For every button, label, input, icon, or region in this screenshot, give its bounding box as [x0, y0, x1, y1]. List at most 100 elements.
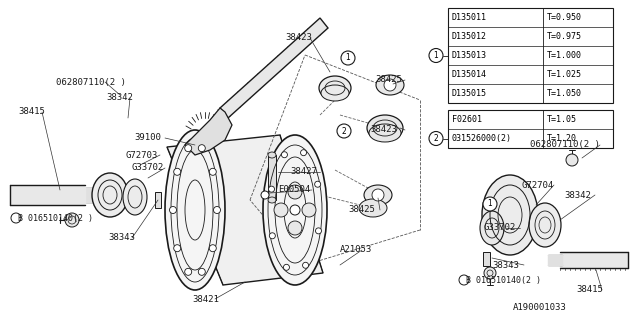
- Bar: [448, 110, 613, 148]
- Text: 39100: 39100: [134, 133, 161, 142]
- Text: D135012: D135012: [452, 32, 487, 41]
- Circle shape: [173, 168, 180, 175]
- Text: 38423: 38423: [370, 125, 397, 134]
- Circle shape: [198, 145, 205, 152]
- Circle shape: [301, 150, 307, 156]
- Circle shape: [269, 186, 275, 192]
- Circle shape: [261, 191, 269, 199]
- Text: T=1.000: T=1.000: [547, 51, 582, 60]
- Text: 38342: 38342: [106, 93, 133, 102]
- Text: D135015: D135015: [452, 89, 487, 98]
- Text: T=1.20: T=1.20: [547, 134, 577, 143]
- Bar: [268, 155, 276, 200]
- Circle shape: [65, 213, 79, 227]
- Ellipse shape: [268, 152, 276, 158]
- Circle shape: [303, 262, 308, 268]
- Ellipse shape: [376, 75, 404, 95]
- Text: 38343: 38343: [492, 260, 519, 269]
- Circle shape: [429, 49, 443, 62]
- Circle shape: [302, 203, 316, 217]
- Text: 38421: 38421: [192, 294, 219, 303]
- Circle shape: [269, 233, 275, 239]
- Text: 1: 1: [434, 51, 438, 60]
- Circle shape: [372, 189, 384, 201]
- Circle shape: [185, 268, 192, 275]
- Ellipse shape: [480, 211, 504, 245]
- Circle shape: [288, 221, 302, 235]
- Text: T=0.975: T=0.975: [547, 32, 582, 41]
- Circle shape: [209, 168, 216, 175]
- Text: D135011: D135011: [452, 13, 487, 22]
- Circle shape: [198, 268, 205, 275]
- Ellipse shape: [482, 175, 538, 255]
- Text: G33702: G33702: [131, 164, 163, 172]
- Circle shape: [209, 245, 216, 252]
- Text: B 016510140(2 ): B 016510140(2 ): [466, 276, 541, 284]
- Ellipse shape: [321, 85, 349, 101]
- Polygon shape: [220, 18, 328, 118]
- Text: A21053: A21053: [340, 245, 372, 254]
- Ellipse shape: [92, 173, 128, 217]
- Bar: [448, 8, 613, 103]
- Ellipse shape: [263, 135, 327, 285]
- Text: 38427: 38427: [290, 167, 317, 177]
- Circle shape: [288, 185, 302, 199]
- Circle shape: [315, 181, 321, 187]
- Text: 38425: 38425: [375, 76, 402, 84]
- Text: F02601: F02601: [452, 115, 482, 124]
- Circle shape: [274, 203, 288, 217]
- Text: B 016510140(2 ): B 016510140(2 ): [18, 213, 93, 222]
- Ellipse shape: [359, 199, 387, 217]
- Text: T=0.950: T=0.950: [547, 13, 582, 22]
- Text: G33702: G33702: [484, 223, 516, 233]
- Ellipse shape: [369, 124, 401, 142]
- Circle shape: [214, 206, 221, 213]
- Text: T=1.05: T=1.05: [547, 115, 577, 124]
- Bar: [155, 192, 161, 208]
- Circle shape: [284, 264, 289, 270]
- Circle shape: [282, 152, 287, 158]
- Text: D135014: D135014: [452, 70, 487, 79]
- Text: 1: 1: [346, 53, 350, 62]
- Text: A190001033: A190001033: [513, 302, 567, 311]
- Circle shape: [337, 124, 351, 138]
- Text: 1: 1: [488, 199, 492, 209]
- Circle shape: [483, 197, 497, 211]
- Ellipse shape: [367, 115, 403, 141]
- Circle shape: [484, 267, 496, 279]
- Text: 38415: 38415: [576, 285, 603, 294]
- Text: 2: 2: [434, 134, 438, 143]
- Text: 38423: 38423: [285, 34, 312, 43]
- Text: D135013: D135013: [452, 51, 487, 60]
- Ellipse shape: [123, 179, 147, 215]
- Circle shape: [173, 245, 180, 252]
- Circle shape: [566, 154, 578, 166]
- Circle shape: [185, 145, 192, 152]
- Text: 38425: 38425: [348, 205, 375, 214]
- Text: G72704: G72704: [522, 180, 554, 189]
- Text: 38343: 38343: [108, 234, 135, 243]
- Polygon shape: [185, 108, 232, 155]
- Text: 38415: 38415: [18, 108, 45, 116]
- Text: E00504: E00504: [278, 186, 310, 195]
- Text: 062807110(2 ): 062807110(2 ): [530, 140, 600, 149]
- Bar: [483, 252, 490, 266]
- Text: T=1.050: T=1.050: [547, 89, 582, 98]
- Ellipse shape: [364, 185, 392, 205]
- Circle shape: [384, 79, 396, 91]
- Ellipse shape: [319, 76, 351, 100]
- Circle shape: [316, 228, 321, 234]
- Circle shape: [341, 51, 355, 65]
- Text: 38342: 38342: [564, 190, 591, 199]
- Text: 062807110(2 ): 062807110(2 ): [56, 77, 126, 86]
- Text: G72703: G72703: [125, 150, 157, 159]
- Ellipse shape: [529, 203, 561, 247]
- Circle shape: [170, 206, 177, 213]
- Circle shape: [429, 132, 443, 146]
- Polygon shape: [167, 135, 323, 285]
- Ellipse shape: [268, 197, 276, 203]
- Text: T=1.025: T=1.025: [547, 70, 582, 79]
- Text: 2: 2: [342, 126, 346, 135]
- Ellipse shape: [165, 130, 225, 290]
- Text: 031526000(2): 031526000(2): [452, 134, 512, 143]
